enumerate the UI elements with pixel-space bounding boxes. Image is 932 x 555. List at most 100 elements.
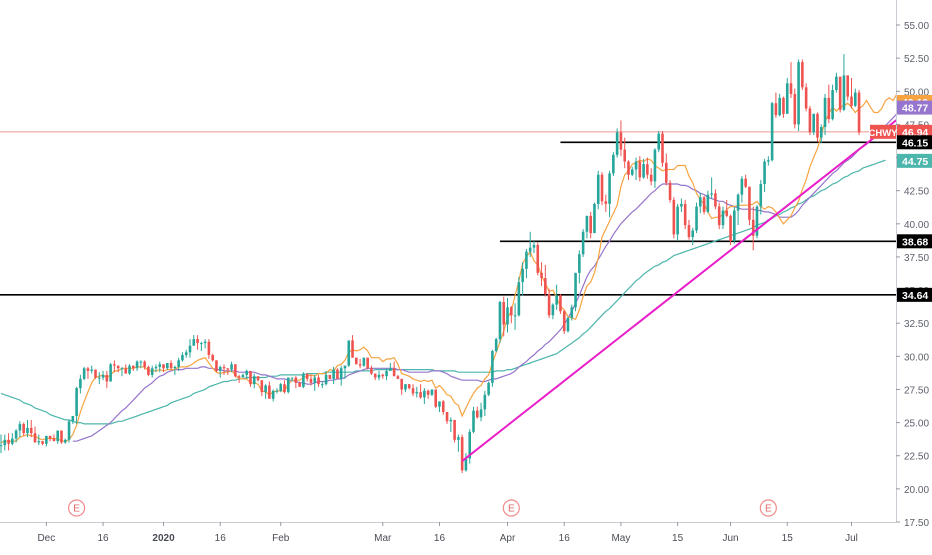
candle-body <box>623 149 626 162</box>
candle-body <box>740 178 744 195</box>
candle-body <box>158 364 162 367</box>
candle-body <box>226 368 230 370</box>
candle-body <box>706 194 710 212</box>
x-tick-label: 16 <box>559 533 571 544</box>
level-value-tag <box>897 287 932 302</box>
candle-body <box>181 355 184 361</box>
candle-body <box>468 431 472 459</box>
candle-body <box>309 378 313 383</box>
candle-body <box>139 361 143 363</box>
candle-body <box>434 389 437 407</box>
candle-body <box>188 345 192 353</box>
y-tick-label: 50.00 <box>904 87 929 98</box>
candle-body <box>177 360 180 367</box>
candle-body <box>559 295 562 312</box>
x-tick-label: Feb <box>272 533 290 544</box>
candle-body <box>661 133 664 163</box>
level-value-tag-text: 38.68 <box>902 236 928 248</box>
candle-body <box>7 439 10 444</box>
candle-body <box>192 339 196 346</box>
candle-body <box>385 370 388 377</box>
candle-body <box>275 390 279 392</box>
earnings-marker <box>759 499 777 517</box>
candle-body <box>510 307 513 316</box>
candle-body <box>767 160 770 162</box>
candle-body <box>816 113 819 138</box>
candle-body <box>154 366 158 369</box>
candle-body <box>162 364 165 369</box>
candle-body <box>441 401 445 412</box>
candle-body <box>540 272 543 279</box>
x-tick-label: Apr <box>500 533 516 544</box>
candle-body <box>853 92 857 106</box>
candle-body <box>487 382 490 395</box>
candle-body <box>286 377 290 393</box>
candle-body <box>748 186 751 220</box>
y-tick-label: 22.50 <box>904 452 929 463</box>
candle-body <box>260 380 264 393</box>
candle-body <box>373 373 377 378</box>
candle-body <box>41 441 44 444</box>
y-tick-label: 37.50 <box>904 253 929 264</box>
candle-body <box>823 97 827 128</box>
candle-body <box>203 341 207 344</box>
candle-body <box>97 377 101 379</box>
candle-body <box>702 197 706 212</box>
candle-body <box>211 355 214 361</box>
candle-body <box>627 161 630 175</box>
candle-body <box>615 132 619 155</box>
candle-body <box>200 343 203 345</box>
candle-body <box>733 210 736 242</box>
candle-body <box>846 75 850 97</box>
earnings-marker-label: E <box>765 504 772 515</box>
candle-body <box>268 385 271 399</box>
candle-body <box>252 376 256 385</box>
candle-body <box>770 103 774 161</box>
candle-body <box>109 364 112 382</box>
candle-body <box>714 193 717 207</box>
y-tick-label: 55.00 <box>904 21 929 32</box>
candle-body <box>298 382 301 387</box>
level-value-tag-text: 34.64 <box>902 290 928 302</box>
level-value-tag <box>897 135 932 150</box>
candle-body <box>680 203 683 207</box>
candle-body <box>838 76 842 110</box>
candle-body <box>328 374 332 379</box>
trendline-group <box>461 101 921 462</box>
candle-body <box>819 127 823 138</box>
ma-value-tag <box>897 153 932 168</box>
candle-body <box>48 435 52 439</box>
candle-body <box>676 206 679 235</box>
candle-body <box>751 219 755 236</box>
candle-body <box>691 230 695 238</box>
candle-body <box>45 435 48 444</box>
candle-body <box>256 376 260 381</box>
candle-body <box>664 162 668 183</box>
earnings-marker-label: E <box>508 504 515 515</box>
x-tick-label: 15 <box>672 533 684 544</box>
candle-body <box>562 311 566 332</box>
candle-body <box>355 357 358 365</box>
candle-body <box>566 317 570 332</box>
y-tick-label: 42.50 <box>904 187 929 198</box>
candle-body <box>143 361 146 367</box>
candle-body <box>60 430 63 443</box>
candle-body <box>150 368 154 375</box>
candle-body <box>729 215 732 242</box>
candle-body <box>56 430 59 442</box>
candle-body <box>736 194 740 211</box>
y-tick-label: 52.50 <box>904 54 929 65</box>
candle-body <box>132 365 135 369</box>
level-value-tag <box>897 234 932 249</box>
candle-body <box>483 394 487 410</box>
candle-body <box>721 210 725 226</box>
candle-body <box>166 362 169 369</box>
candle-body <box>835 76 838 90</box>
candle-body <box>612 154 615 174</box>
candle-body <box>506 307 509 325</box>
candle-body <box>831 89 834 120</box>
candle-body <box>18 423 22 431</box>
y-tick-label: 20.00 <box>904 485 929 496</box>
